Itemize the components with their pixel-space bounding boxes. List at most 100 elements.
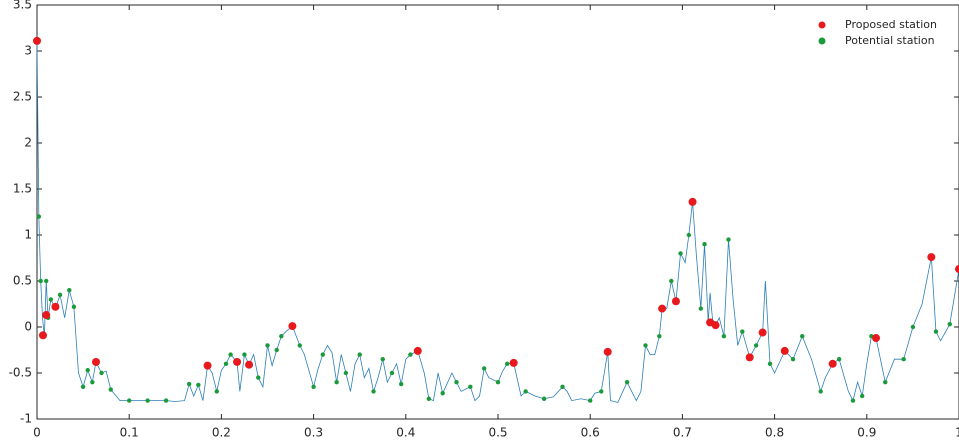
potential-station (334, 380, 339, 385)
potential-station (398, 381, 404, 387)
y-tick-label: -1 (20, 412, 32, 426)
proposed-station (658, 304, 667, 313)
signal-line (36, 40, 959, 403)
potential-station (67, 288, 72, 293)
y-tick-label: 0.5 (13, 274, 32, 288)
potential-station (495, 380, 501, 385)
x-tick-label: 0.5 (488, 426, 507, 440)
potential-station (505, 361, 510, 366)
potential-station (274, 347, 279, 353)
x-tick-label: 0.2 (212, 426, 231, 440)
proposed-station (233, 357, 242, 366)
proposed-station (603, 347, 612, 356)
proposed-station (51, 302, 60, 311)
x-tick-label: 0.9 (857, 426, 876, 440)
x-tick-label: 0.6 (581, 426, 600, 440)
proposed-station (671, 297, 680, 306)
proposed-station (872, 334, 881, 343)
potential-station (343, 370, 349, 376)
potential-station (311, 384, 316, 389)
potential-station (910, 324, 916, 330)
potential-station (560, 384, 565, 389)
x-tick-label: 0.4 (396, 426, 415, 440)
potential-station (599, 389, 604, 394)
x-tick-label: 1 (955, 426, 959, 440)
potential-station (686, 232, 692, 238)
potential-station (426, 396, 432, 401)
potential-station (800, 334, 805, 339)
proposed-station (780, 346, 789, 355)
x-tick-label: 0.1 (120, 426, 139, 440)
legend-label: Proposed station (845, 18, 937, 31)
proposed-station (828, 359, 837, 368)
potential-station (588, 398, 593, 403)
proposed-station (245, 360, 254, 369)
potential-station (408, 352, 413, 357)
potential-station (371, 389, 376, 394)
potential-station (279, 334, 284, 339)
potential-station (859, 393, 865, 399)
potential-station (698, 306, 704, 311)
potential-station (196, 382, 201, 388)
potential-station (38, 278, 43, 284)
y-tick-label: 1.5 (13, 182, 32, 196)
potential-station (726, 237, 731, 242)
potential-station (468, 384, 473, 389)
proposed-station (758, 328, 767, 337)
potential-station (933, 329, 939, 334)
potential-station (541, 396, 547, 401)
potential-station (71, 304, 77, 309)
potential-station (57, 292, 63, 297)
potential-station (127, 398, 132, 403)
potential-station (99, 370, 104, 376)
potential-station (389, 370, 395, 376)
potential-station (767, 361, 773, 366)
potential-station (36, 214, 42, 219)
potential-station (90, 380, 95, 385)
potential-station (440, 391, 445, 396)
legend-marker (818, 21, 826, 29)
potential-station (624, 380, 630, 385)
potential-station (818, 389, 823, 394)
proposed-station (33, 36, 41, 45)
potential-station (48, 297, 54, 302)
potential-station (357, 352, 362, 357)
potential-station (223, 361, 229, 366)
potential-station (721, 334, 727, 339)
potential-station (454, 380, 459, 385)
potential-station (947, 322, 952, 327)
proposed-station (711, 321, 720, 330)
y-tick-label: 3.5 (13, 0, 32, 12)
y-tick-label: 2.5 (13, 90, 32, 104)
legend: Proposed station Potential station (818, 18, 937, 47)
potential-station (108, 387, 113, 392)
x-tick-label: 0.8 (765, 426, 784, 440)
potential-station (901, 357, 906, 362)
legend-label: Potential station (845, 34, 935, 47)
x-tick-label: 0.7 (673, 426, 692, 440)
legend-marker (818, 37, 826, 45)
plot-area (36, 4, 959, 420)
y-tick-label: 2 (24, 136, 32, 150)
potential-station (523, 389, 528, 394)
potential-station (163, 398, 169, 403)
potential-station (256, 375, 261, 380)
potential-station (145, 398, 150, 403)
proposed-station (955, 265, 959, 274)
potential-station (80, 384, 86, 389)
potential-station (836, 357, 842, 362)
x-tick-label: 0.3 (304, 426, 323, 440)
potential-station (44, 278, 49, 284)
proposed-station (413, 346, 422, 355)
proposed-station (92, 357, 101, 366)
potential-station (186, 381, 192, 387)
potential-station (702, 242, 707, 247)
potential-station (657, 334, 662, 339)
y-tick-label: 1 (24, 228, 32, 242)
potential-station (753, 343, 759, 348)
proposed-station (288, 322, 297, 331)
potential-station (214, 389, 219, 394)
potential-station (740, 329, 745, 334)
x-tick-label: 0 (33, 426, 41, 440)
